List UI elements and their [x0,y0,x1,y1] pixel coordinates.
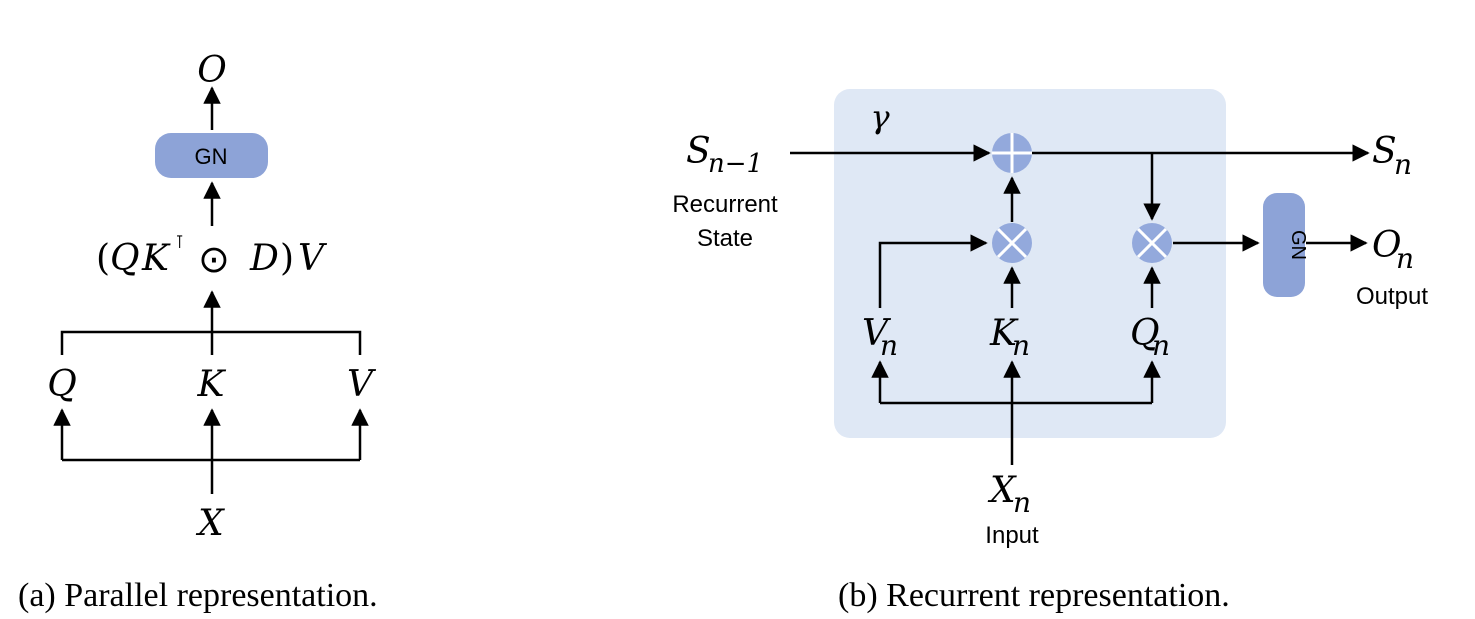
recurrent-q-sub: n [1152,329,1170,362]
recurrent-v-base: V [862,313,892,354]
recurrent-output-base: O [1372,225,1402,266]
input-caption: Input [985,522,1039,549]
formula-d: D [249,238,279,279]
formula-k: K [141,238,171,279]
q-mult-x2 [1136,227,1168,259]
recurrent-v-sub: n [880,329,898,362]
recurrent-input-sub: n [1013,486,1031,519]
prev-state-caption-line2: State [697,225,753,252]
prev-state-sub: n−1 [708,149,763,179]
recurrent-caption: (b) Recurrent representation. [838,577,1230,614]
formula-transpose: ⊺ [175,232,184,253]
formula-close-paren: ) [280,238,294,279]
formula-open-paren: ( [96,238,110,279]
kv-mult-x2 [996,227,1028,259]
formula-q: Q [110,238,140,279]
prev-state-base: S [686,131,711,172]
prev-state-caption-line1: Recurrent [672,191,778,218]
parallel-input-label: X [195,503,225,544]
parallel-q-label: Q [47,364,77,405]
parallel-gn-block [155,133,268,178]
gamma-label: γ [870,98,890,136]
recurrent-gn-block [1263,193,1305,297]
recurrent-gn-label: GN [1287,230,1309,260]
arrow-v-to-kv-mult [878,234,988,308]
sum-operator [992,133,1032,173]
parallel-caption: (a) Parallel representation. [18,577,378,614]
recurrent-q-base: Q [1130,313,1160,354]
parallel-representation: O GN ( Q K ⊺ ⊙ D ) V Q K V [18,50,378,614]
formula-v: V [298,238,328,279]
parallel-v-label: V [347,364,377,405]
formula-hadamard: ⊙ [198,237,230,281]
parallel-gn-label: GN [195,144,228,169]
state-sub: n [1394,148,1412,181]
parallel-k-label: K [197,364,227,405]
recurrent-input-base: X [987,470,1017,511]
recurrent-k-sub: n [1012,329,1030,362]
kv-multiply-operator [992,223,1032,263]
state-base: S [1372,131,1397,172]
output-caption: Output [1356,283,1428,310]
retention-formula: ( Q K ⊺ ⊙ D ) V [96,232,328,281]
recurrent-k-base: K [989,313,1019,354]
recurrent-representation: γ S n−1 Recurrent State S n [672,89,1428,614]
query-multiply-operator [1132,223,1172,263]
recurrent-panel [834,89,1226,438]
parallel-output-label: O [197,50,227,91]
recurrent-output-sub: n [1396,242,1414,275]
